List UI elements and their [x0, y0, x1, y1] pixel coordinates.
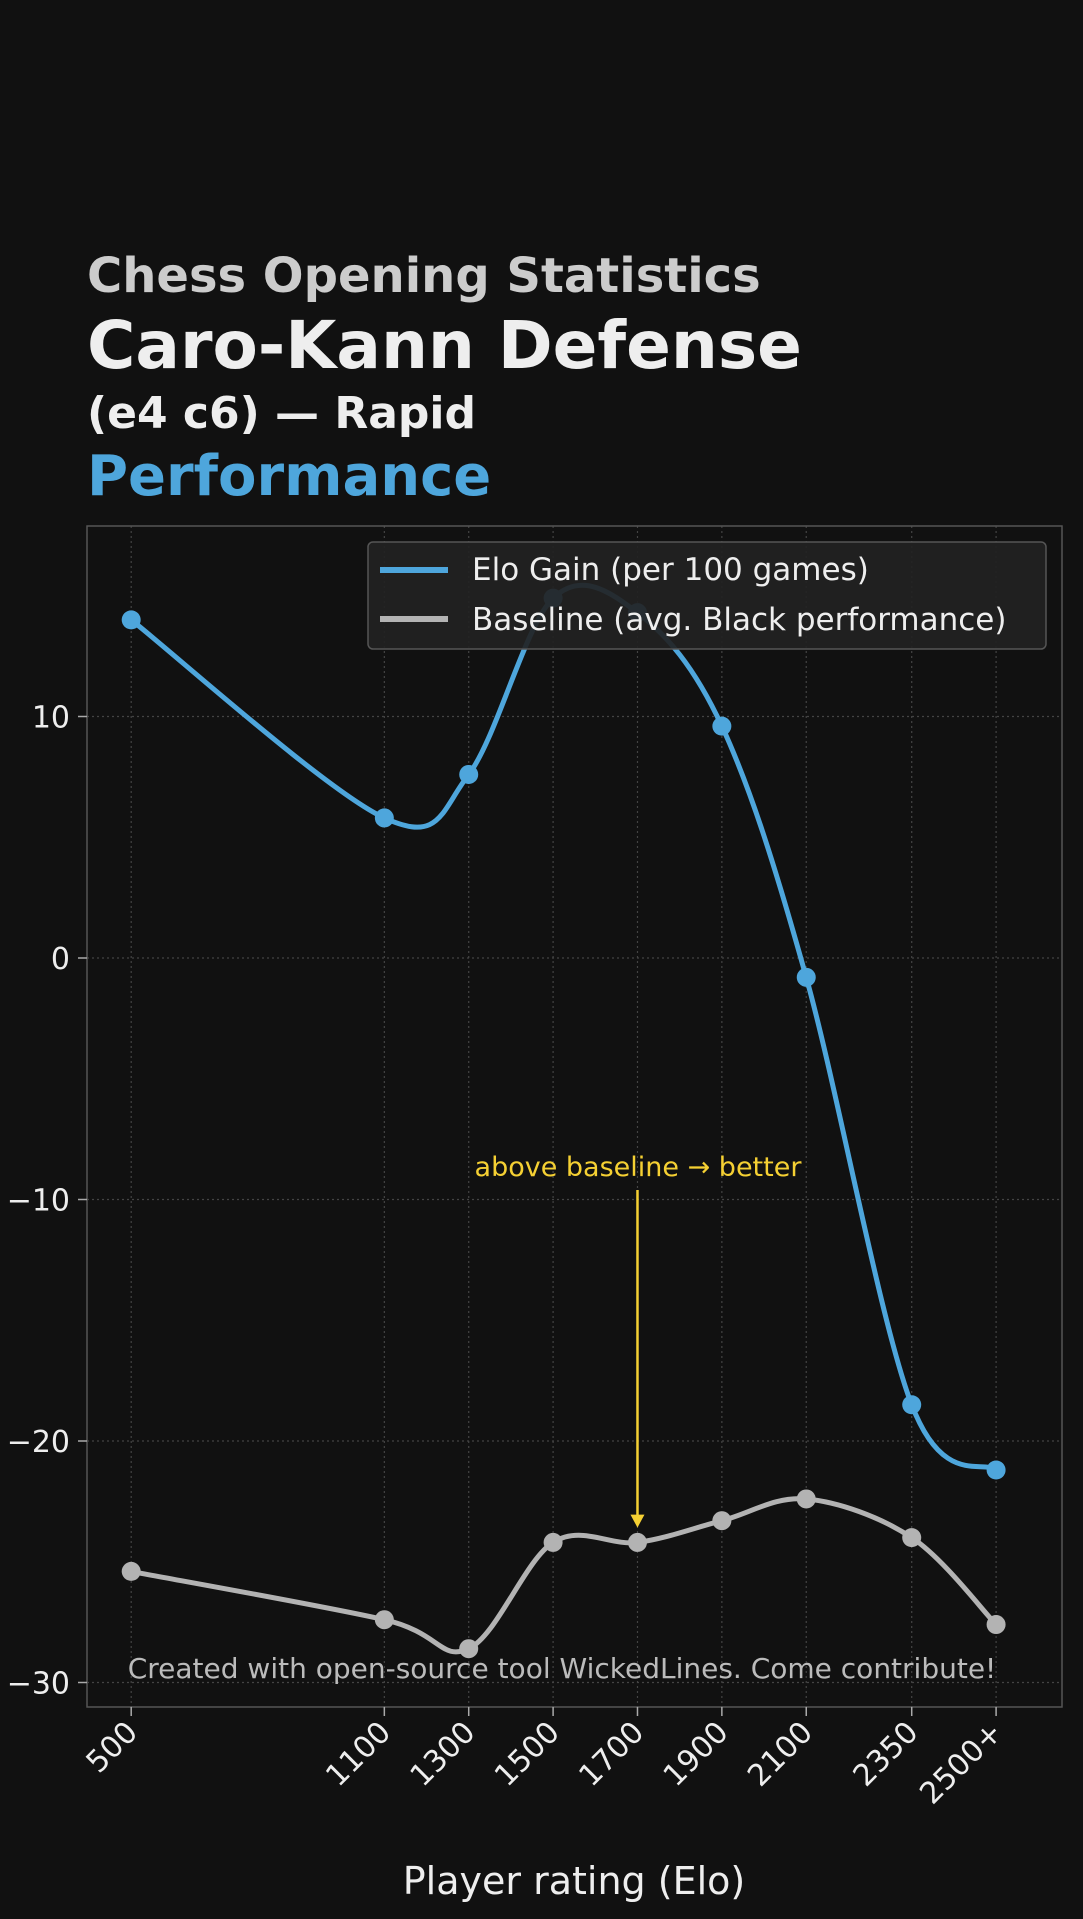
y-tick-label: −20 — [7, 1425, 70, 1460]
data-point-baseline — [902, 1528, 922, 1548]
x-tick-label: 1100 — [319, 1715, 398, 1794]
legend-label-baseline: Baseline (avg. Black performance) — [472, 602, 1006, 638]
chart-supertitle: Chess Opening Statistics — [87, 248, 761, 304]
data-point-baseline — [121, 1561, 141, 1581]
series-line-elo-gain — [128, 582, 999, 1473]
plot-frame — [86, 525, 1063, 1708]
data-point-elo-gain — [459, 764, 479, 784]
data-point-baseline — [459, 1639, 479, 1659]
data-point-elo-gain — [712, 716, 732, 736]
y-axis-ticks: −30 −20 −10 0 10 — [7, 701, 87, 1702]
x-tick-label: 2100 — [741, 1715, 820, 1794]
data-point-elo-gain — [986, 1460, 1006, 1480]
x-axis-label: Player rating (Elo) — [403, 1859, 745, 1903]
legend-box — [367, 541, 1047, 650]
data-point-elo-gain — [374, 808, 394, 828]
data-point-elo-gain — [796, 967, 816, 987]
annotation-label: above baseline → better — [475, 1152, 803, 1183]
chart-title: Caro-Kann Defense — [87, 307, 802, 384]
data-point-baseline — [796, 1489, 816, 1509]
y-tick-label: −10 — [7, 1184, 70, 1219]
x-tick-label: 1500 — [488, 1715, 567, 1794]
chart-metric-title: Performance — [87, 444, 492, 509]
x-tick-label: 1300 — [404, 1715, 483, 1794]
x-tick-label: 1900 — [657, 1715, 736, 1794]
data-point-baseline — [627, 1532, 647, 1552]
series-layer — [121, 582, 1006, 1659]
y-tick-label: 0 — [51, 942, 70, 977]
x-tick-label: 1700 — [572, 1715, 651, 1794]
data-point-elo-gain — [121, 610, 141, 630]
data-point-elo-gain — [902, 1395, 922, 1415]
x-tick-label: 500 — [80, 1715, 145, 1780]
footer-note: Created with open-source tool WickedLine… — [128, 1652, 997, 1685]
chart-subtitle: (e4 c6) — Rapid — [87, 388, 476, 439]
data-point-baseline — [374, 1610, 394, 1630]
annotation-arrow-head — [630, 1514, 645, 1528]
y-tick-label: −30 — [7, 1667, 70, 1702]
grid-lines — [87, 526, 1062, 1707]
y-tick-label: 10 — [32, 701, 70, 736]
data-point-baseline — [986, 1615, 1006, 1635]
series-line-baseline — [128, 1496, 999, 1655]
x-tick-label: 2350 — [847, 1715, 926, 1794]
legend: Elo Gain (per 100 games) Baseline (avg. … — [367, 541, 1047, 650]
legend-label-elo: Elo Gain (per 100 games) — [472, 552, 869, 588]
data-point-baseline — [712, 1511, 732, 1531]
x-tick-label: 2500+ — [913, 1715, 1010, 1812]
annotation: above baseline → better — [475, 1152, 803, 1528]
data-point-baseline — [543, 1532, 563, 1552]
